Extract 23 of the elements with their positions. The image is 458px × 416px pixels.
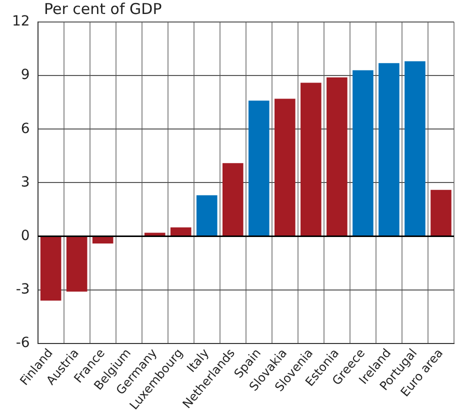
y-tick-label: 12 <box>12 14 30 30</box>
bar <box>326 77 348 236</box>
y-tick-label: 0 <box>20 228 30 244</box>
bar <box>170 227 192 236</box>
bar <box>378 63 400 236</box>
bar <box>300 82 322 236</box>
chart-title: Per cent of GDP <box>44 0 162 18</box>
bar <box>352 70 374 236</box>
bar <box>196 195 218 236</box>
bar <box>274 98 296 236</box>
y-tick-label: -3 <box>16 282 30 298</box>
bar <box>404 61 426 236</box>
bar <box>40 236 62 301</box>
bar <box>92 236 114 244</box>
bar <box>66 236 88 292</box>
bar <box>248 100 270 236</box>
y-tick-label: 9 <box>20 67 30 84</box>
y-tick-label: 6 <box>20 120 30 137</box>
y-tick-label: -6 <box>16 335 30 352</box>
bar <box>222 163 244 236</box>
y-tick-label: 3 <box>20 174 30 190</box>
bar <box>430 190 452 236</box>
bar <box>144 232 166 236</box>
